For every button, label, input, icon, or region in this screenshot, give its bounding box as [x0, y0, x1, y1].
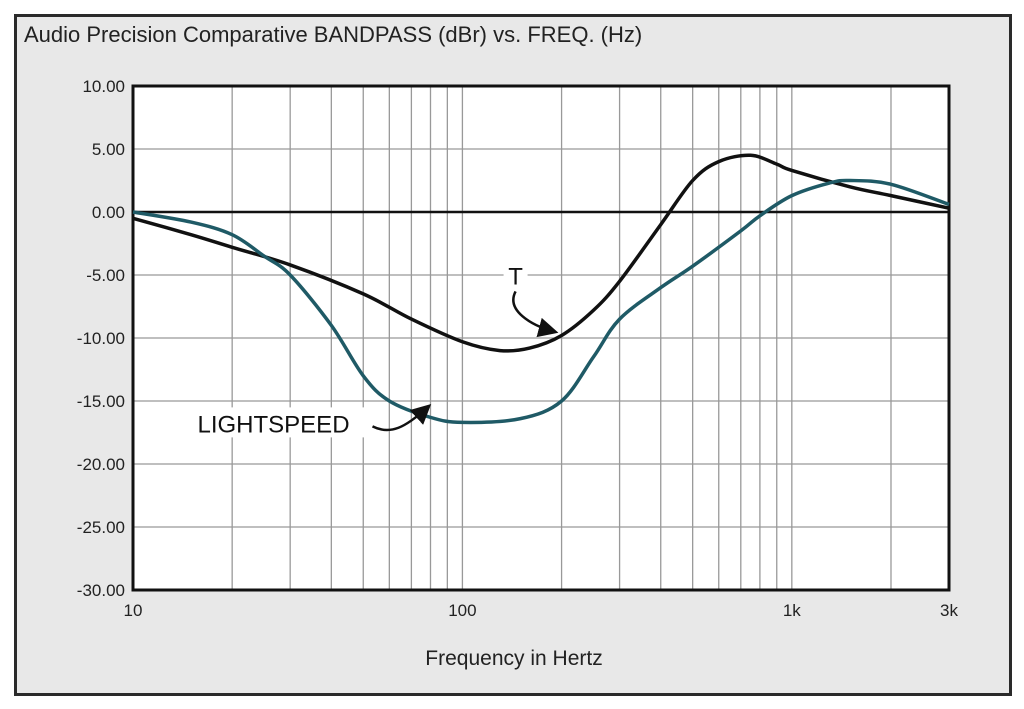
y-tick-label: -25.00	[77, 518, 125, 537]
annotation-arrow	[512, 290, 559, 338]
y-tick-label: 5.00	[92, 140, 125, 159]
x-tick-label: 100	[448, 601, 476, 620]
annotation-label-t: T	[508, 263, 523, 290]
plot-border	[131, 84, 951, 592]
x-tick-label: 10	[124, 601, 143, 620]
y-tick-label: -15.00	[77, 392, 125, 411]
y-tick-label: 0.00	[92, 203, 125, 222]
x-tick-label: 3k	[940, 601, 958, 620]
y-tick-label: -10.00	[77, 329, 125, 348]
x-axis-label: Frequency in Hertz	[425, 647, 602, 670]
series-line-lightspeed	[132, 178, 950, 425]
y-tick-label: 10.00	[82, 77, 125, 96]
annotation-arrow	[371, 404, 432, 432]
annotation-bg	[503, 260, 528, 289]
chart-title: Audio Precision Comparative BANDPASS (dB…	[24, 22, 643, 47]
x-tick-label: 1k	[783, 601, 801, 620]
y-tick-label: -30.00	[77, 581, 125, 600]
annotation-bg	[195, 407, 374, 438]
series-line-t	[132, 153, 950, 353]
y-tick-label: -20.00	[77, 455, 125, 474]
y-tick-label: -5.00	[86, 266, 125, 285]
annotation-label-lightspeed: LIGHTSPEED	[197, 411, 349, 438]
